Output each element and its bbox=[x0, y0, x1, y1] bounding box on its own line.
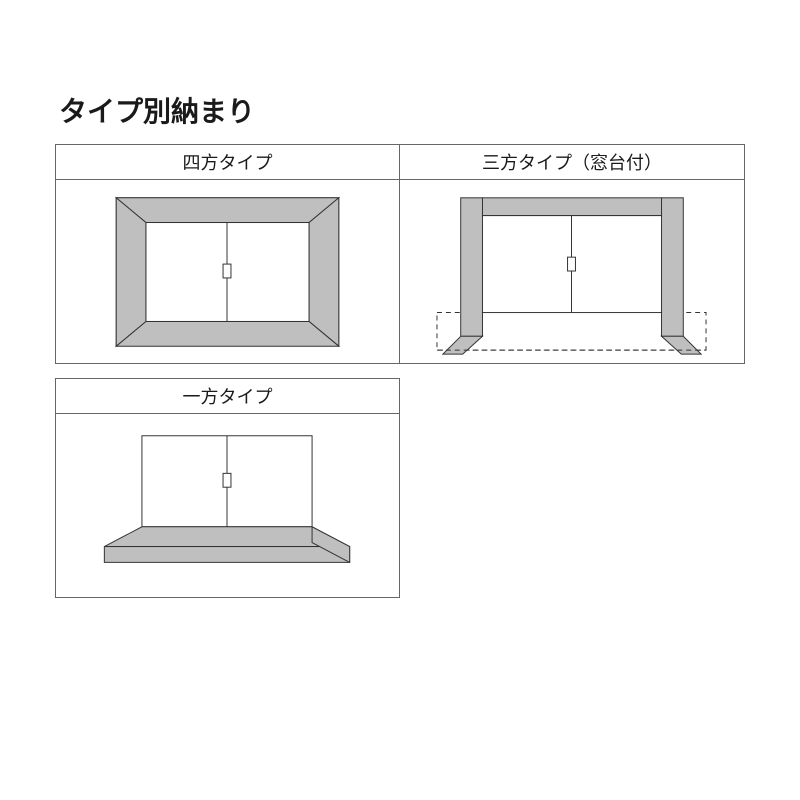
page-title: タイプ別納まり bbox=[59, 90, 745, 130]
type-header-four-side: 四方タイプ bbox=[55, 144, 400, 179]
type-header-one-side: 一方タイプ bbox=[55, 378, 400, 413]
type-grid-row2: 一方タイプ bbox=[55, 378, 400, 598]
type-header-three-side: 三方タイプ（窓台付） bbox=[400, 144, 745, 179]
type-grid-row1: 四方タイプ bbox=[55, 144, 745, 364]
type-diagram-three-side bbox=[400, 179, 745, 364]
type-diagram-one-side bbox=[55, 413, 400, 598]
page: タイプ別納まり 四方タイプ bbox=[0, 0, 800, 598]
four-side-svg bbox=[56, 180, 399, 363]
type-diagram-four-side bbox=[55, 179, 400, 364]
three-side-svg bbox=[400, 180, 744, 363]
one-side-svg bbox=[56, 414, 399, 597]
